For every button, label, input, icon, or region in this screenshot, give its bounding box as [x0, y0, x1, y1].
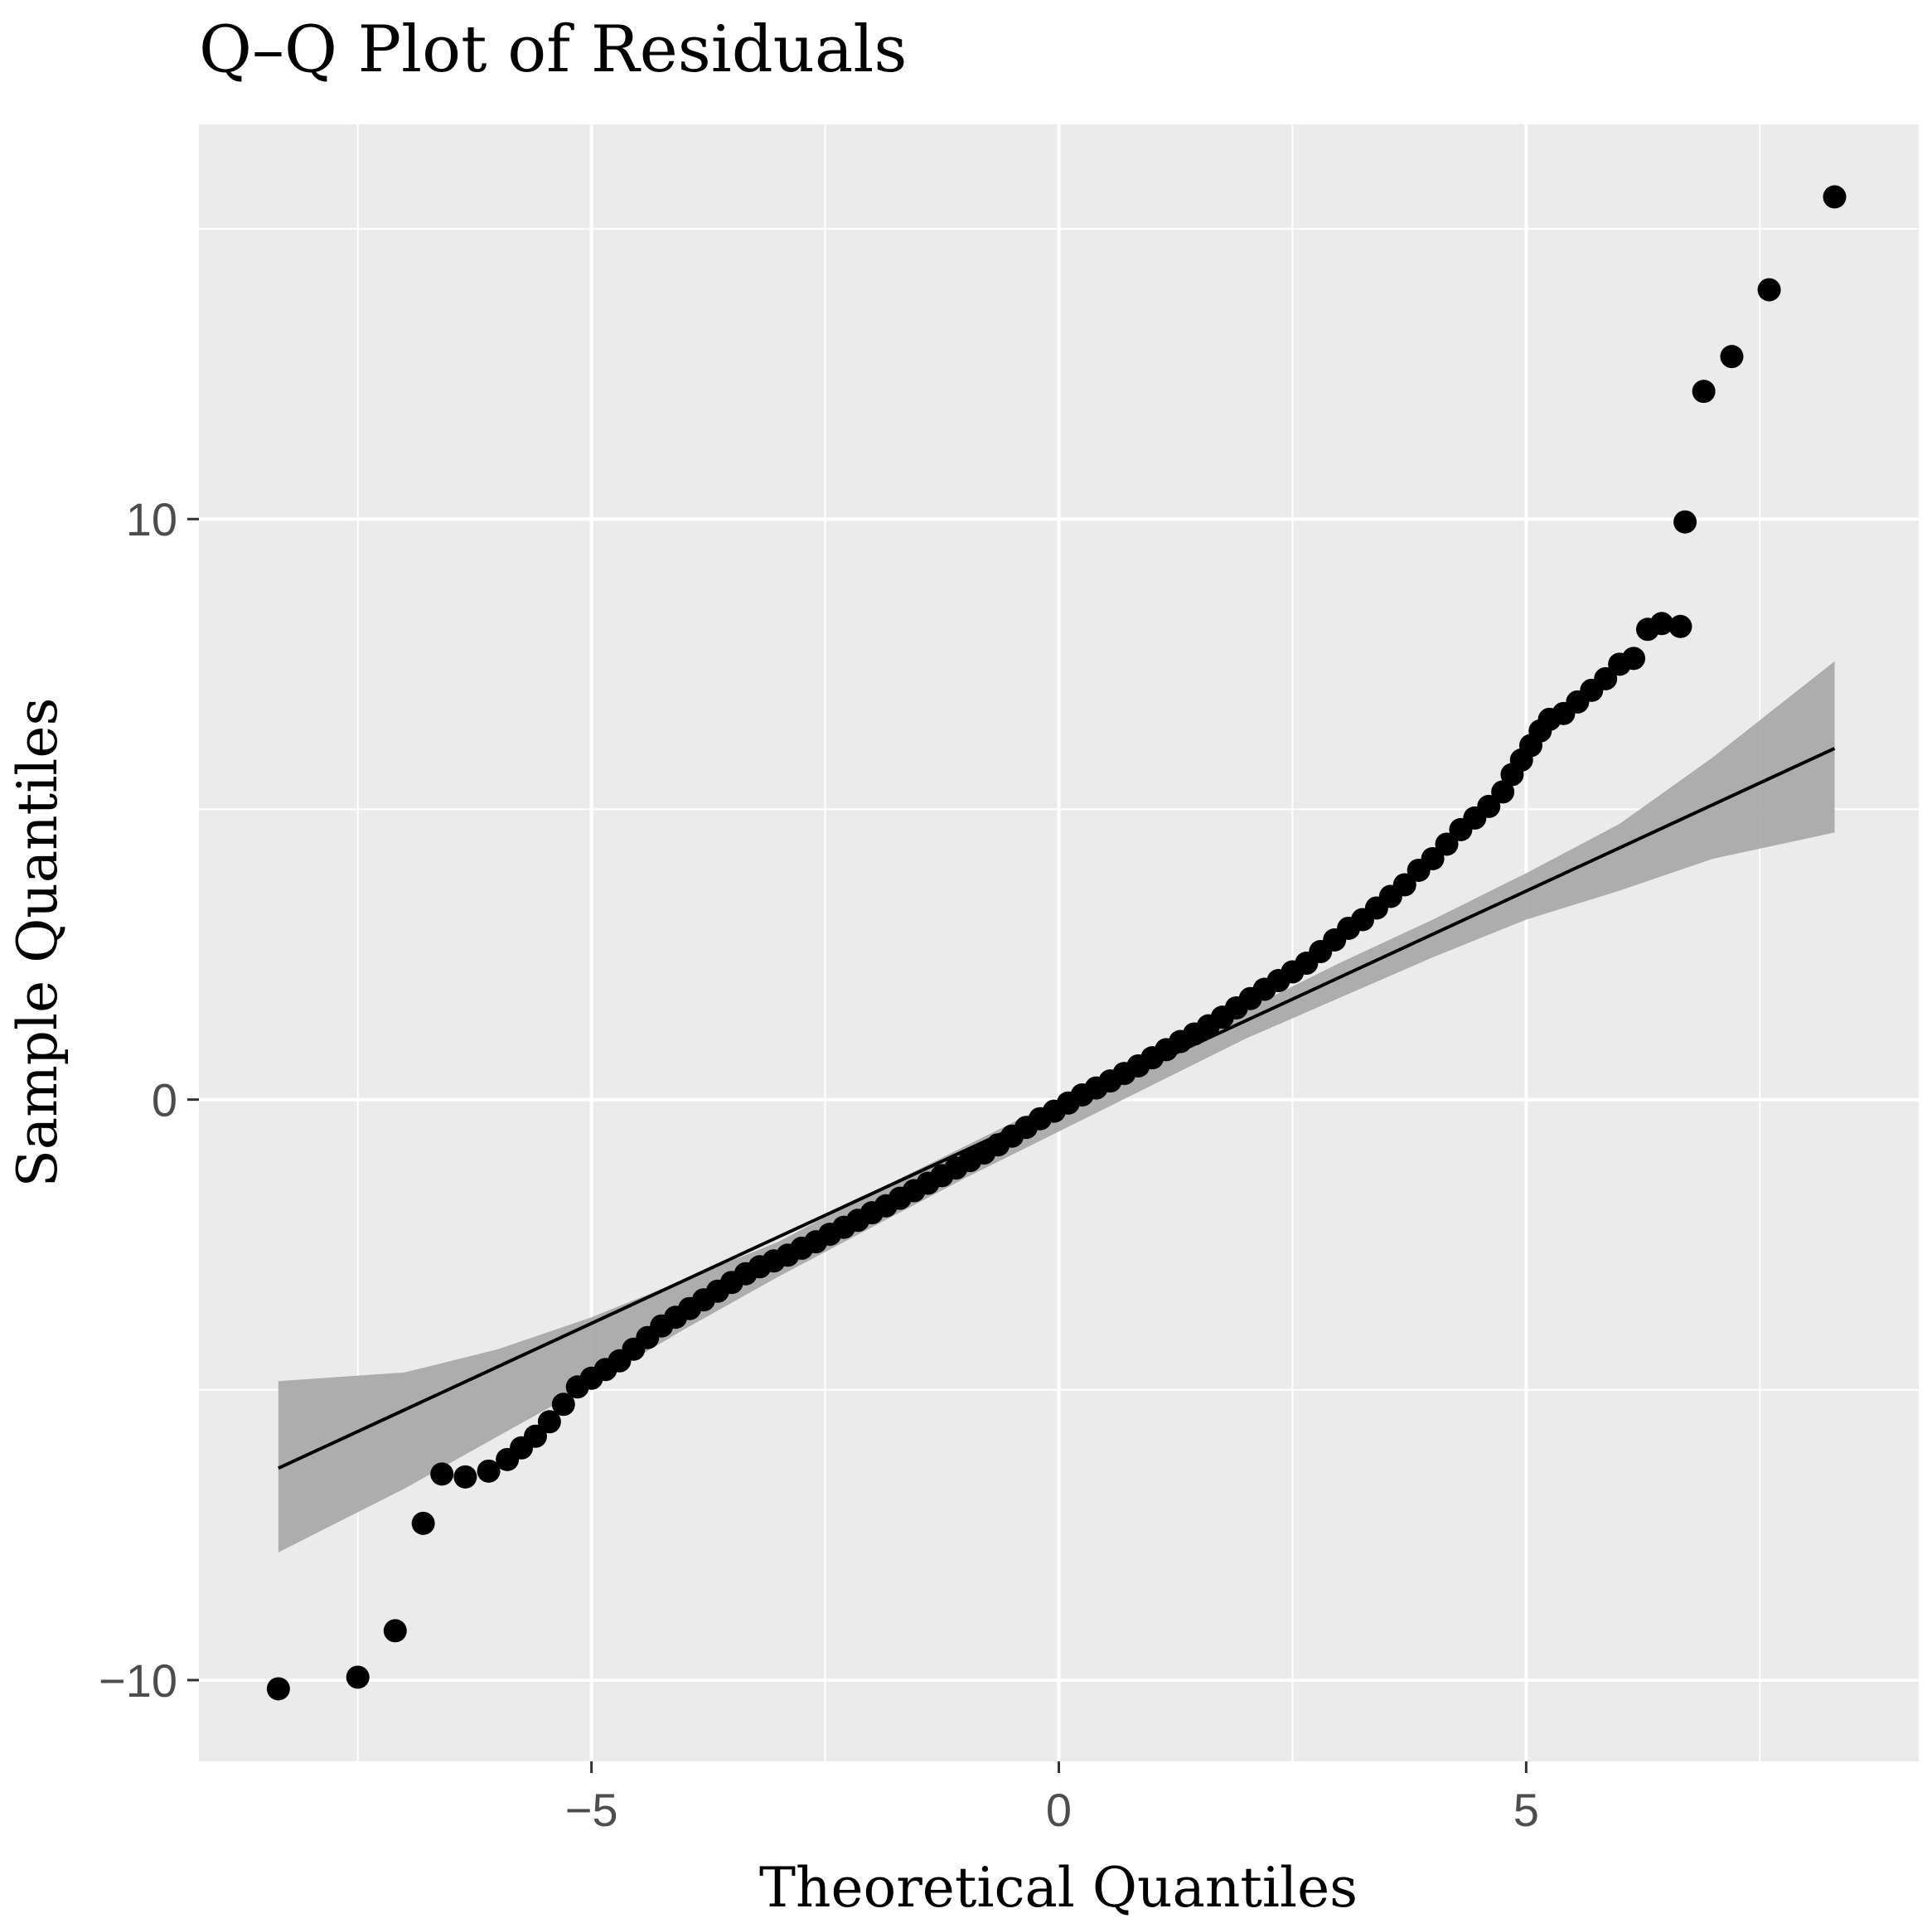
- data-point: [551, 1393, 575, 1417]
- data-point: [346, 1665, 370, 1689]
- data-point: [430, 1462, 454, 1486]
- x-axis-ticks: −5 0 5: [565, 1761, 1539, 1836]
- data-point: [477, 1459, 501, 1483]
- y-tick-label: −10: [99, 1654, 177, 1707]
- data-point: [1435, 832, 1459, 856]
- data-point: [1392, 873, 1416, 897]
- data-point: [1477, 794, 1501, 818]
- data-point: [383, 1619, 407, 1643]
- x-tick-label: 5: [1513, 1784, 1539, 1836]
- y-axis-title: Sample Quantiles: [6, 698, 70, 1188]
- y-tick-label: 0: [152, 1074, 177, 1126]
- y-axis-ticks: −10 0 10: [99, 493, 199, 1707]
- y-tick-label: 10: [126, 493, 177, 545]
- x-tick-label: 0: [1046, 1784, 1072, 1836]
- data-point: [523, 1424, 547, 1448]
- data-point: [453, 1465, 477, 1489]
- data-point: [1757, 278, 1781, 302]
- data-point: [1421, 846, 1445, 870]
- data-point: [1692, 380, 1716, 404]
- x-tick-label: −5: [565, 1784, 618, 1836]
- data-point: [1649, 612, 1673, 636]
- data-point: [411, 1511, 435, 1535]
- data-point: [1622, 647, 1646, 671]
- data-point: [537, 1410, 561, 1434]
- data-point: [1673, 510, 1697, 534]
- chart-title: Q–Q Plot of Residuals: [199, 12, 908, 87]
- data-point: [1823, 185, 1847, 209]
- data-point: [1668, 614, 1692, 638]
- x-axis-title: Theoretical Quantiles: [759, 1856, 1358, 1920]
- data-point: [266, 1677, 290, 1701]
- data-point: [1491, 780, 1515, 804]
- data-point: [1720, 345, 1744, 369]
- data-point: [1594, 666, 1618, 690]
- data-points: [266, 185, 1847, 1701]
